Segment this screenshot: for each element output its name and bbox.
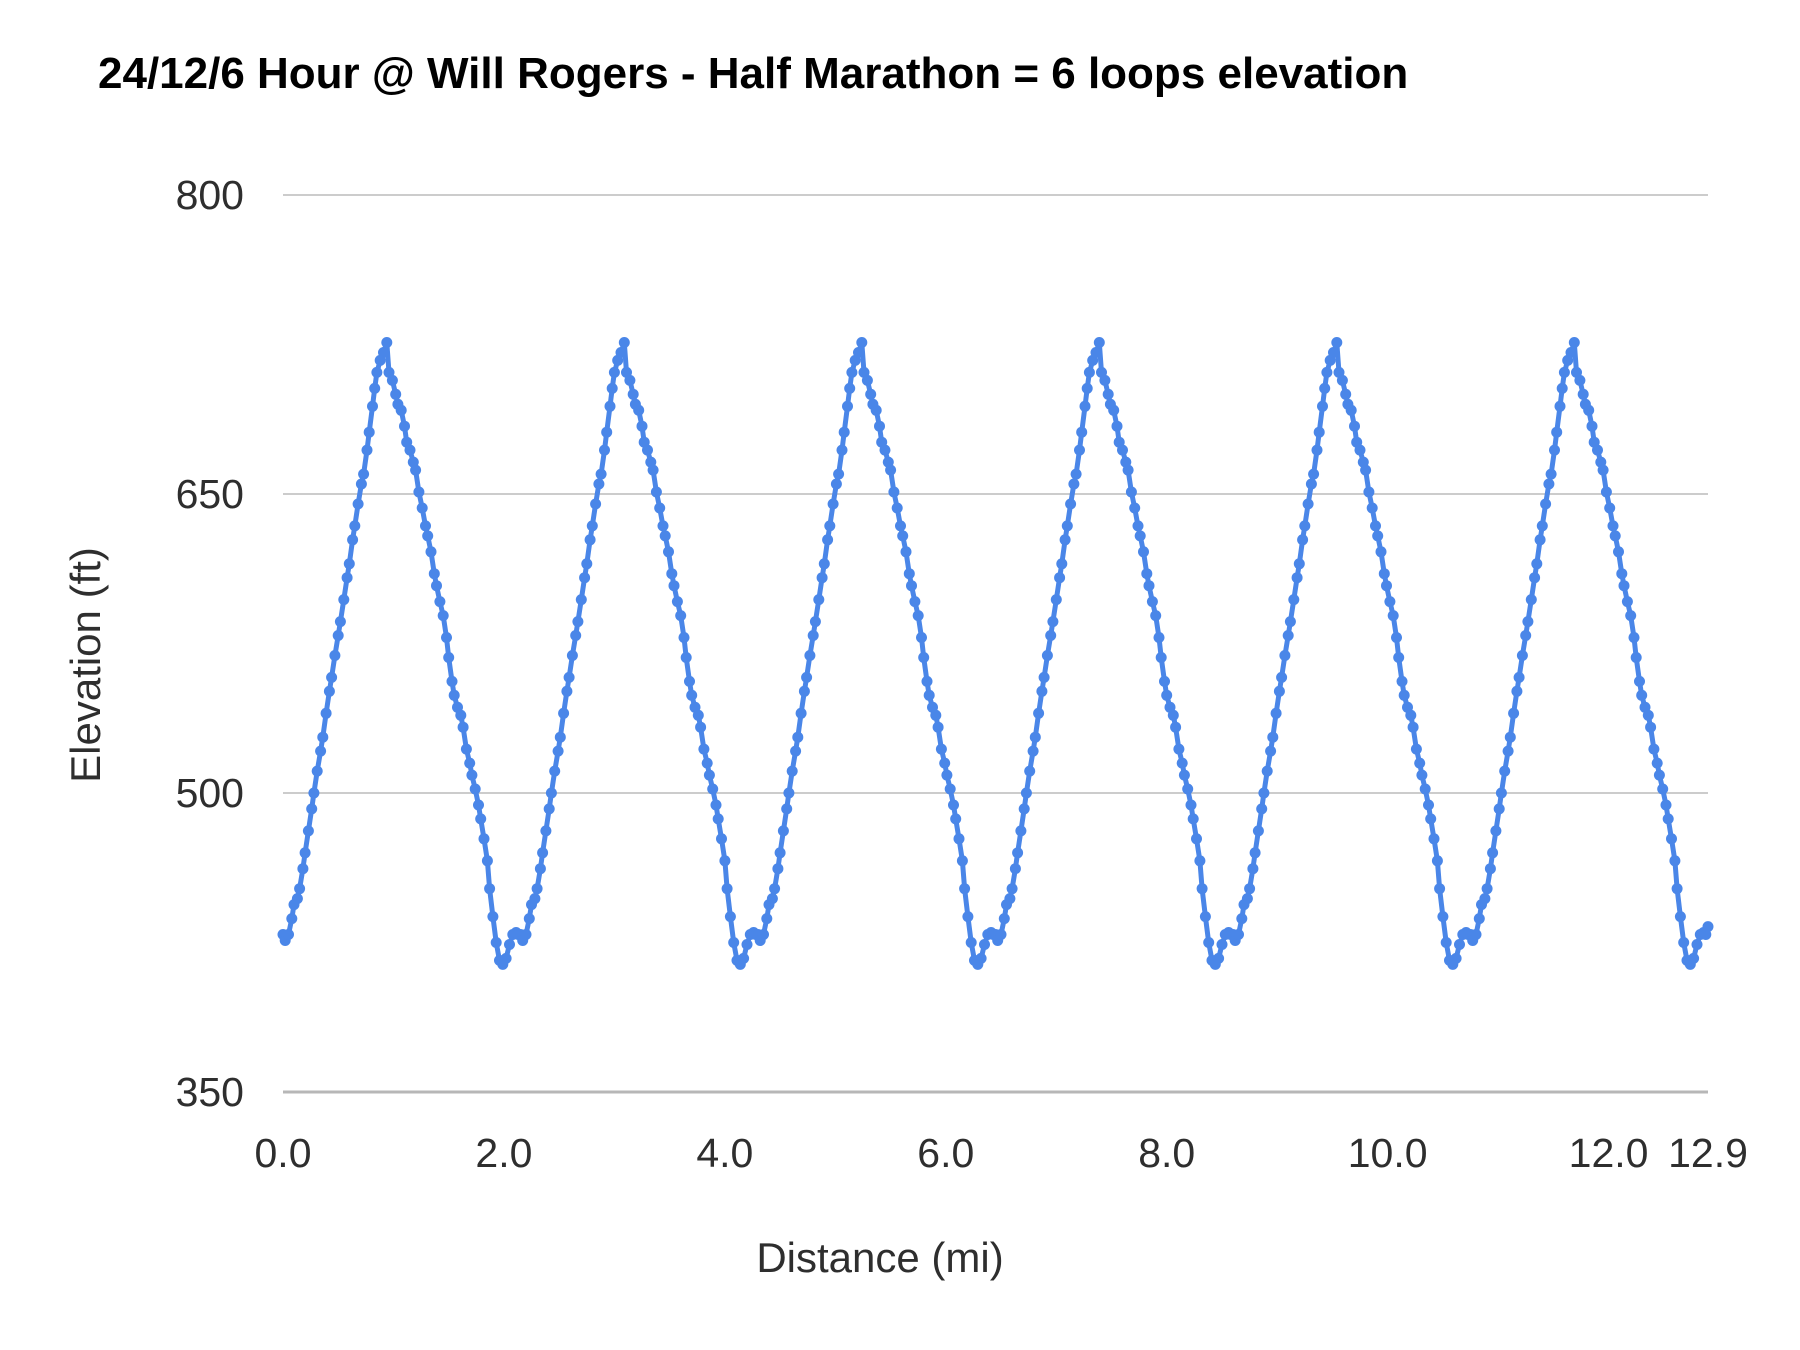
- y-tick-label-350: 350: [176, 1069, 244, 1115]
- x-axis-title: Distance (mi): [756, 1234, 1003, 1281]
- y-axis-tick-labels: 350 500 650 800: [176, 172, 244, 1115]
- y-tick-label-650: 650: [176, 471, 244, 517]
- y-tick-label-500: 500: [176, 770, 244, 816]
- elevation-series: [277, 337, 1714, 970]
- x-axis-tick-labels: 0.0 2.0 4.0 6.0 8.0 10.0 12.0 12.9: [255, 1130, 1748, 1176]
- gridlines: [283, 194, 1708, 1094]
- x-tick-label-12.9: 12.9: [1668, 1130, 1748, 1176]
- x-tick-label-6.0: 6.0: [917, 1130, 974, 1176]
- x-tick-label-0.0: 0.0: [255, 1130, 312, 1176]
- x-tick-label-2.0: 2.0: [475, 1130, 532, 1176]
- chart-title: 24/12/6 Hour @ Will Rogers - Half Marath…: [98, 49, 1408, 98]
- x-tick-label-12.0: 12.0: [1569, 1130, 1649, 1176]
- x-tick-label-8.0: 8.0: [1138, 1130, 1195, 1176]
- x-tick-label-10.0: 10.0: [1348, 1130, 1428, 1176]
- y-tick-label-800: 800: [176, 172, 244, 218]
- x-tick-label-4.0: 4.0: [696, 1130, 753, 1176]
- y-axis-title: Elevation (ft): [62, 547, 109, 783]
